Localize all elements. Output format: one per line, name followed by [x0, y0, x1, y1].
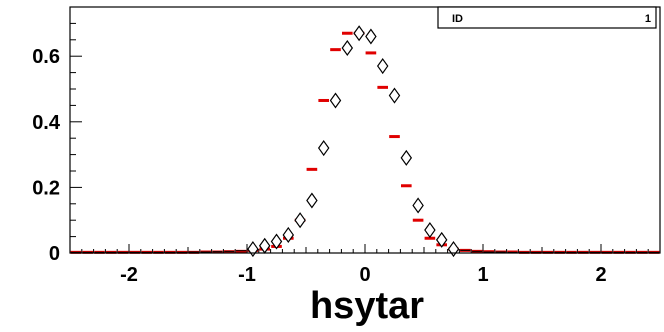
data-point — [376, 58, 389, 75]
x-tick-label: -2 — [120, 264, 138, 286]
data-point — [388, 87, 401, 104]
x-tick-label: 2 — [595, 264, 606, 286]
plot-frame — [69, 6, 661, 254]
data-point — [435, 231, 448, 248]
data-point — [317, 140, 330, 157]
x-tick-label: 0 — [359, 264, 370, 286]
data-point — [400, 149, 413, 166]
y-tick-label: 0.2 — [32, 177, 60, 199]
data-point — [447, 241, 460, 258]
data-point — [412, 197, 424, 214]
axes: -2 -1 0 1 2 0 0.2 0.4 0.6 — [32, 6, 661, 286]
data-point — [282, 226, 295, 243]
y-tick-label: 0.4 — [32, 112, 61, 134]
data-point — [247, 241, 259, 258]
data-point — [294, 212, 306, 229]
y-tick-label: 0 — [49, 243, 60, 265]
data-point — [341, 39, 354, 57]
stats-box-frame — [437, 6, 657, 29]
data-point — [365, 28, 377, 45]
data-point — [306, 192, 318, 209]
stats-box: ID 1 — [437, 6, 657, 29]
x-axis-title: hsytar — [310, 285, 424, 327]
stats-value: 1 — [645, 13, 651, 25]
x-tick-label: 1 — [477, 264, 488, 286]
data-point — [329, 92, 342, 109]
x-tick-label: -1 — [238, 264, 256, 286]
data-point — [258, 237, 271, 254]
data-point — [353, 25, 365, 42]
y-tick-label: 0.6 — [32, 46, 60, 68]
data-point — [424, 222, 436, 239]
data-point — [270, 233, 283, 250]
stats-label: ID — [452, 13, 463, 25]
data-marks — [70, 25, 660, 258]
